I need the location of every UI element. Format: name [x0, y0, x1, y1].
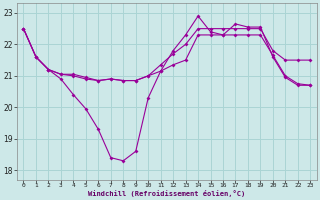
X-axis label: Windchill (Refroidissement éolien,°C): Windchill (Refroidissement éolien,°C) — [88, 190, 245, 197]
